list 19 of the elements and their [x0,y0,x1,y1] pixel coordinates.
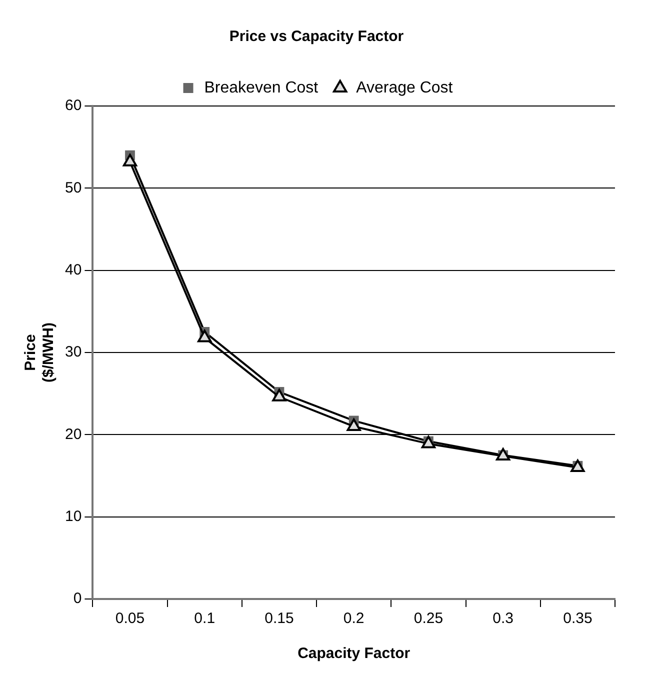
y-tick-label: 60 [64,97,82,114]
x-tick-label: 0.35 [563,610,592,628]
y-tick-label: 40 [64,261,82,278]
x-tick-label: 0.15 [264,610,294,628]
legend-label: Average Cost [356,79,454,96]
x-axis-title: Capacity Factor [298,645,410,662]
y-tick-label: 20 [64,426,82,443]
legend-label: Breakeven Cost [204,79,319,96]
y-axis-title: Price ($/MWH) [22,322,58,382]
y-tick-label: 10 [64,508,82,525]
y-tick-label: 30 [64,344,82,361]
x-tick-label: 0.25 [414,610,444,628]
x-tick-label: 0.2 [343,610,364,628]
x-tick-label: 0.3 [492,610,514,628]
chart-title: Price vs Capacity Factor [229,28,404,46]
x-tick-label: 0.05 [115,610,145,628]
y-tick-label: 50 [64,179,82,196]
x-tick-label: 0.1 [194,610,216,628]
y-tick-label: 0 [73,590,82,608]
